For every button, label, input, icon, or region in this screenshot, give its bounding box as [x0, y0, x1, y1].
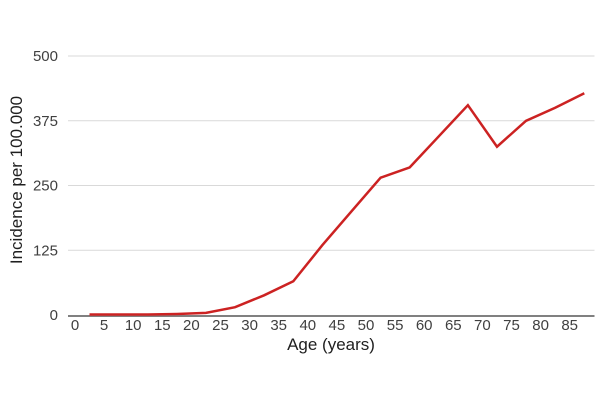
- x-tick-15: 15: [154, 317, 171, 334]
- x-tick-65: 65: [445, 317, 462, 334]
- incidence-series-line: [89, 92, 585, 316]
- x-tick-35: 35: [270, 317, 287, 334]
- x-tick-20: 20: [183, 317, 200, 334]
- x-tick-5: 5: [100, 317, 108, 334]
- y-tick-125: 125: [33, 242, 58, 259]
- y-tick-labels: 0 125 250 375 500: [33, 48, 58, 324]
- gridlines: [68, 55, 595, 251]
- y-tick-250: 250: [33, 178, 58, 195]
- y-tick-500: 500: [33, 48, 58, 65]
- x-tick-30: 30: [241, 317, 258, 334]
- x-axis-title: Age (years): [287, 335, 375, 354]
- x-tick-50: 50: [358, 317, 375, 334]
- x-tick-80: 80: [532, 317, 549, 334]
- x-tick-45: 45: [329, 317, 346, 334]
- x-tick-55: 55: [387, 317, 404, 334]
- y-tick-375: 375: [33, 113, 58, 130]
- x-tick-70: 70: [474, 317, 491, 334]
- x-tick-labels: 0 5 10 15 20 25 30 35 40 45 50 55 60 65 70 75 80 85: [71, 317, 578, 334]
- x-tick-0: 0: [71, 317, 79, 334]
- x-tick-10: 10: [125, 317, 142, 334]
- x-tick-85: 85: [561, 317, 578, 334]
- x-tick-75: 75: [503, 317, 520, 334]
- x-tick-60: 60: [416, 317, 433, 334]
- x-tick-25: 25: [212, 317, 229, 334]
- y-tick-0: 0: [50, 307, 58, 324]
- x-tick-40: 40: [299, 317, 316, 334]
- y-axis-title: Incidence per 100.000: [7, 96, 26, 264]
